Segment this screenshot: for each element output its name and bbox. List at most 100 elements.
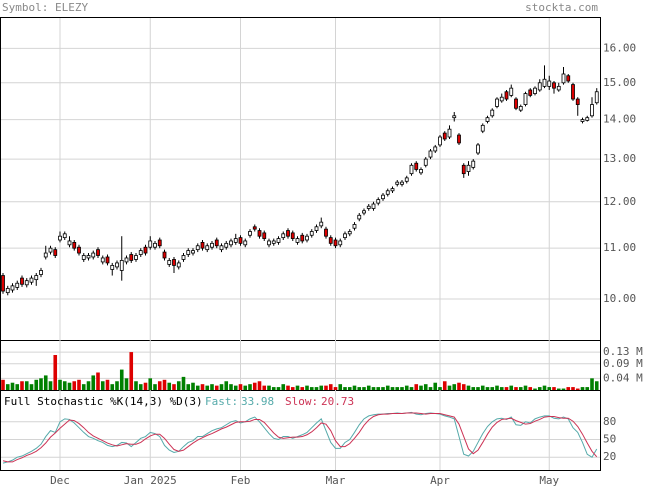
volume-bar: [267, 385, 271, 390]
x-tick-label: May: [539, 474, 559, 486]
candle-body: [15, 282, 20, 288]
volume-bar: [295, 385, 300, 390]
y-tick-label: 16.00: [603, 41, 636, 54]
candle-body: [561, 73, 566, 84]
candle-body: [181, 255, 186, 260]
candle-body: [72, 241, 77, 249]
volume-bar: [552, 387, 556, 390]
volume-bar: [352, 385, 357, 390]
volume-bar: [134, 381, 138, 390]
volume-bar: [376, 387, 381, 390]
volume-bar: [319, 385, 324, 390]
candle-body: [523, 93, 528, 105]
candle-body: [471, 160, 476, 168]
price-panel: [0, 17, 601, 341]
candle-body: [366, 205, 371, 209]
volume-bar: [490, 387, 495, 390]
candle-body: [533, 87, 537, 94]
candle-body: [362, 210, 366, 214]
candle-body: [290, 232, 295, 239]
volume-bar: [53, 355, 58, 390]
candle-body: [504, 91, 509, 100]
y-tick-label: 0.04 M: [603, 371, 643, 384]
volume-bar: [452, 384, 457, 390]
candle-body: [10, 285, 15, 291]
candle-body: [300, 234, 305, 242]
volume-bar: [314, 387, 319, 390]
volume-bar: [309, 387, 314, 390]
volume-bar: [556, 388, 561, 390]
volume-bar: [466, 385, 471, 390]
volume-bar: [471, 387, 476, 390]
volume-bar: [343, 387, 347, 390]
candle-body: [34, 275, 39, 281]
slow-legend-name: Slow:: [285, 395, 318, 408]
volume-bar: [404, 385, 409, 390]
volume-bar: [219, 384, 224, 390]
y-tick-label: 10.00: [603, 292, 636, 305]
volume-bar: [257, 381, 262, 390]
volume-bar: [252, 382, 257, 390]
candle-body: [305, 235, 309, 241]
volume-bar: [480, 385, 485, 390]
volume-bar: [34, 379, 39, 390]
y-tick-label: 15.00: [603, 76, 636, 89]
marks: [1, 65, 599, 464]
candle-body: [452, 115, 457, 119]
volume-bar: [357, 387, 362, 390]
candle-body: [461, 164, 466, 175]
volume-bar: [205, 385, 210, 390]
volume-bar: [271, 387, 276, 390]
volume-bar: [96, 372, 100, 390]
volume-bar: [433, 382, 438, 390]
candle-body: [442, 132, 447, 140]
candle-body: [295, 238, 300, 243]
volume-bar: [243, 385, 248, 390]
volume-bar: [300, 387, 305, 390]
candle-body: [466, 164, 471, 172]
volume-bar: [286, 385, 290, 390]
candle-body: [537, 82, 542, 91]
candle-body: [419, 169, 423, 174]
volume-bar: [324, 385, 328, 390]
candle-body: [324, 228, 328, 237]
stochastic-title: Full Stochastic %K(14,3) %D(3): [4, 395, 203, 408]
stochastic-line: [2, 412, 598, 463]
candle-body: [281, 233, 286, 239]
volume-bar: [262, 385, 267, 390]
volume-bar: [15, 384, 20, 390]
candle-body: [371, 203, 376, 209]
volume-bar: [191, 382, 195, 390]
volume-bar: [566, 387, 571, 390]
x-tick-label: Dec: [50, 474, 70, 486]
volume-bar: [157, 381, 162, 390]
volume-bar: [547, 387, 552, 390]
candle-body: [457, 134, 461, 144]
volume-bar: [62, 381, 67, 390]
volume-bar: [542, 385, 547, 390]
volume-bar: [385, 385, 390, 390]
y-tick-label: 11.00: [603, 241, 636, 254]
candle-body: [167, 260, 172, 265]
volume-bar: [571, 387, 575, 390]
volume-bar: [181, 376, 186, 390]
volume-bar: [428, 387, 433, 390]
volume-bar: [419, 385, 423, 390]
candle-body: [490, 109, 495, 117]
volume-bar: [224, 381, 229, 390]
volume-bar: [143, 382, 148, 390]
volume-bar: [10, 382, 15, 390]
volume-bar: [504, 387, 509, 390]
candle-body: [499, 96, 504, 102]
candle-body: [338, 240, 343, 246]
volume-bar: [195, 385, 200, 390]
fast-legend-name: Fast:: [205, 395, 238, 408]
volume-bar: [115, 381, 119, 390]
candle-body: [48, 247, 53, 253]
volume-bar: [290, 387, 295, 390]
candle-body: [390, 188, 395, 192]
volume-bar: [585, 387, 590, 390]
candle-body: [24, 280, 29, 286]
volume-bar: [210, 384, 214, 390]
candle-body: [343, 233, 347, 239]
